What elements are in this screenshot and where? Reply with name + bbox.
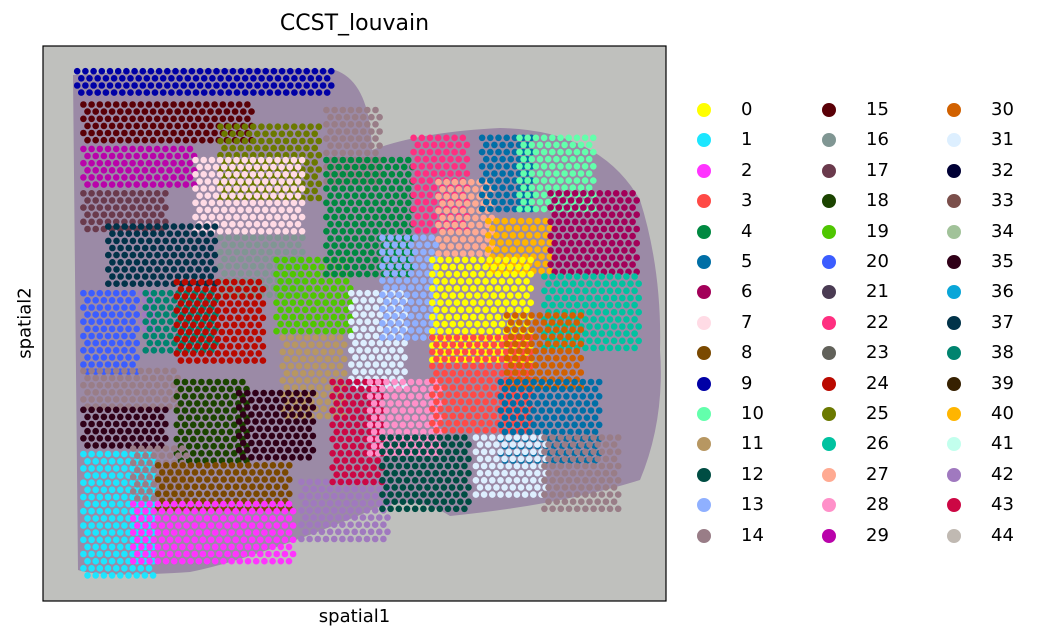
plot-frame <box>42 45 667 602</box>
cluster-region-12 <box>379 434 472 513</box>
cluster-region-3 <box>429 334 534 434</box>
cluster-region-20 <box>80 289 140 376</box>
cluster-region-11 <box>279 334 348 420</box>
cluster-region-42 <box>298 478 391 543</box>
x-axis-label: spatial1 <box>318 606 391 627</box>
cluster-region-10 <box>516 134 597 213</box>
cluster-region-26 <box>541 273 642 352</box>
chart-title: CCST_louvain <box>279 11 430 36</box>
cluster-region-40 <box>485 217 554 275</box>
cluster-region-2 <box>129 500 297 565</box>
cluster-region-31 <box>472 434 549 498</box>
cluster-region-15 <box>80 101 255 144</box>
cluster-spots <box>73 67 642 579</box>
cluster-region-9 <box>73 67 335 96</box>
cluster-region-37 <box>105 223 219 288</box>
cluster-region-28 <box>366 378 444 457</box>
cluster-region-24 <box>173 278 267 364</box>
cluster-region-18 <box>173 378 250 464</box>
cluster-region-35 <box>80 406 169 449</box>
cluster-region-14 <box>541 434 622 513</box>
cluster-region-35 <box>235 389 317 461</box>
y-axis-label: spatial2 <box>14 287 36 359</box>
cluster-region-29 <box>80 145 198 188</box>
cluster-region-7 <box>192 156 306 235</box>
cluster-region-6 <box>547 190 640 276</box>
cluster-region-22 <box>410 134 471 234</box>
